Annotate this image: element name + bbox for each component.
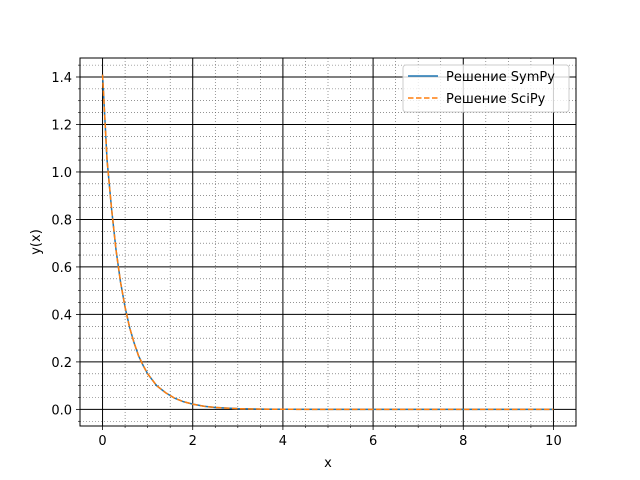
axis-tick-labels: 0 2 4 6 8 10 0.0 0.2 0.4 0.6 0.8 1.0 1.2 1.4 — [51, 71, 561, 449]
legend-label-sympy: Решение SymPy — [446, 70, 555, 85]
series-layer — [101, 74, 554, 411]
series-line-scipy — [101, 74, 554, 411]
y-tick-label: 0.2 — [51, 356, 72, 371]
x-tick-label: 4 — [279, 434, 287, 449]
major-grid — [80, 58, 576, 426]
y-tick-label: 1.2 — [51, 118, 72, 133]
x-axis-label: x — [324, 456, 332, 471]
minor-grid — [80, 58, 576, 426]
legend-box — [402, 64, 570, 113]
y-tick-label: 0.0 — [51, 403, 72, 418]
y-axis-label: y(x) — [29, 229, 44, 255]
legend: Решение SymPy Решение SciPy — [402, 64, 570, 113]
y-tick-label: 0.8 — [51, 213, 72, 228]
y-tick-label: 0.4 — [51, 308, 72, 323]
x-tick-label: 6 — [369, 434, 377, 449]
y-tick-label: 1.4 — [51, 71, 72, 86]
y-tick-label: 1.0 — [51, 166, 72, 181]
x-tick-label: 8 — [459, 434, 467, 449]
legend-label-scipy: Решение SciPy — [446, 92, 546, 107]
axis-ticks — [76, 64, 554, 430]
x-tick-label: 2 — [189, 434, 197, 449]
x-tick-label: 10 — [545, 434, 562, 449]
y-tick-label: 0.6 — [51, 261, 72, 276]
x-tick-label: 0 — [98, 434, 106, 449]
